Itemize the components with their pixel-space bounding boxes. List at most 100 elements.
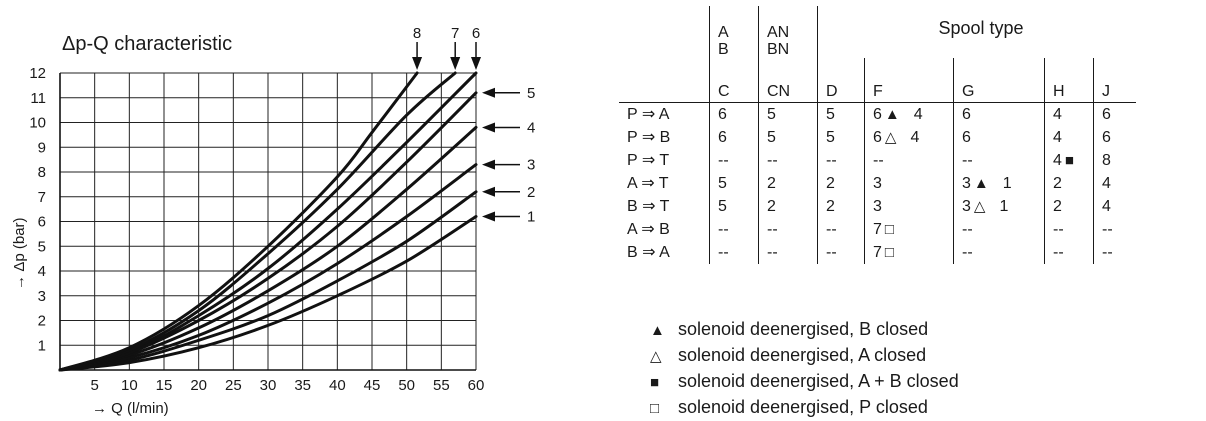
table-cell: -- (864, 149, 954, 172)
table-cell: -- (953, 149, 1045, 172)
table-header-row: A B AN BN Spool type (619, 6, 1136, 58)
legend-text: solenoid deenergised, B closed (678, 319, 929, 339)
series-arrow-head-4 (482, 122, 495, 133)
x-tick-label: 15 (156, 377, 173, 394)
table-cell: 6 (709, 126, 759, 149)
table-cell: 5 (709, 195, 759, 218)
row-label: P ⇒ A (627, 105, 670, 123)
y-tick-label: 3 (38, 288, 46, 305)
header-cell: H (1044, 58, 1094, 103)
y-tick-label: 1 (38, 337, 46, 354)
dp-q-chart: Δp-Q characteristic 5 10 15 20 25 30 35 40 45 50 5… (11, 25, 535, 417)
table-cell: -- (709, 218, 759, 241)
header-cell: G (953, 58, 1045, 103)
series-label-6: 6 (472, 25, 480, 42)
series-line-1 (58, 215, 478, 372)
table-cell: 4 (1044, 102, 1094, 126)
table-cell: 5 (817, 102, 865, 126)
table-row: B ⇒ A -- -- -- 7 □ -- -- -- (619, 241, 1136, 264)
legend-item: ▲ solenoid deenergised, B closed (650, 317, 959, 343)
series-line-6 (58, 71, 478, 372)
legend-symbol-icon: ▲ (650, 322, 665, 339)
table-row: A ⇒ T 5 2 2 3 3 ▲ 1 2 4 (619, 172, 1136, 195)
legend-item: △ solenoid deenergised, A closed (650, 343, 959, 369)
y-tick-label: 5 (38, 238, 46, 255)
table-cell: -- (758, 241, 818, 264)
table-cell: 2 (817, 195, 865, 218)
table-subheader-row: C CN D F G H J (619, 58, 1136, 103)
table-cell: 2 (817, 172, 865, 195)
spool-table: A B AN BN Spool type C CN D F G H J P ⇒ … (619, 6, 1136, 264)
series-label-7: 7 (451, 25, 459, 42)
series-arrow-head-1 (482, 211, 495, 222)
x-tick-label: 50 (398, 377, 415, 394)
row-label: B ⇒ A (627, 243, 670, 261)
series-line-2 (58, 190, 478, 372)
table-cell: 6 (1093, 102, 1136, 126)
legend-text: solenoid deenergised, A closed (678, 345, 927, 365)
legend-text: solenoid deenergised, P closed (678, 397, 928, 417)
table-cell: 2 (1044, 195, 1094, 218)
table-cell: 4 (1044, 126, 1094, 149)
row-label: P ⇒ T (627, 151, 670, 169)
header-cell: F (864, 58, 954, 103)
x-tick-label: 10 (121, 377, 138, 394)
table-cell: 2 (758, 195, 818, 218)
y-tick-label: 12 (29, 65, 46, 82)
legend-symbol-icon: ■ (650, 374, 660, 391)
table-row: P ⇒ T -- -- -- -- -- 4 ■ 8 (619, 149, 1136, 172)
table-cell: 7 □ (864, 241, 954, 264)
series-arrow-head-5 (482, 87, 495, 98)
series-arrow-head-3 (482, 159, 495, 170)
table-cell: -- (709, 241, 759, 264)
header-cell: A B (709, 6, 759, 58)
table-cell: -- (1044, 218, 1094, 241)
x-tick-label: 30 (260, 377, 277, 394)
table-row: B ⇒ T 5 2 2 3 3 △ 1 2 4 (619, 195, 1136, 218)
table-cell: -- (709, 149, 759, 172)
spool-type-heading: Spool type (817, 6, 1136, 58)
table-cell: -- (758, 149, 818, 172)
table-cell: 3 (864, 172, 954, 195)
row-label: B ⇒ T (627, 197, 670, 215)
legend-item: □ solenoid deenergised, P closed (650, 395, 959, 421)
series-label-2: 2 (527, 184, 535, 201)
table-cell: 6 (709, 102, 759, 126)
series-line-4 (58, 125, 478, 372)
y-tick-label: 9 (38, 139, 46, 156)
y-tick-label: 10 (29, 115, 46, 132)
table-cell: -- (953, 218, 1045, 241)
legend-symbol-icon: □ (650, 400, 660, 417)
series-line-3 (58, 163, 478, 372)
table-cell: -- (1093, 241, 1136, 264)
y-tick-label: 4 (38, 263, 46, 280)
table-cell: 5 (758, 126, 818, 149)
series-arrow-head-2 (482, 186, 495, 197)
table-cell: 4 ■ (1044, 149, 1094, 172)
table-cell: 2 (1044, 172, 1094, 195)
table-cell: -- (817, 241, 865, 264)
chart-grid (59, 72, 477, 371)
x-tick-label: 55 (433, 377, 450, 394)
x-tick-label: 45 (364, 377, 381, 394)
table-cell: 3 △ 1 (953, 195, 1045, 218)
series-line-8 (58, 71, 419, 372)
y-tick-label: 7 (38, 189, 46, 206)
symbol-legend: ▲ solenoid deenergised, B closed △ solenoid… (650, 317, 959, 421)
y-axis-label: → Δp (bar) (11, 217, 28, 290)
legend-symbol-icon: △ (650, 348, 662, 365)
table-row: P ⇒ B 6 5 5 6 △ 4 6 4 6 (619, 126, 1136, 149)
y-tick-label: 6 (38, 214, 46, 231)
table-cell: -- (1044, 241, 1094, 264)
table-row: P ⇒ A 6 5 5 6 ▲ 4 6 4 6 (619, 102, 1136, 126)
table-cell: -- (758, 218, 818, 241)
y-tick-label: 2 (38, 313, 46, 330)
header-cell: C (709, 58, 759, 103)
header-cell: D (817, 58, 865, 103)
x-axis-label: → Q (l/min) (92, 400, 169, 417)
row-label: A ⇒ T (627, 174, 669, 192)
table-cell: 6 △ 4 (864, 126, 954, 149)
table-cell: 6 (1093, 126, 1136, 149)
table-cell: 5 (709, 172, 759, 195)
